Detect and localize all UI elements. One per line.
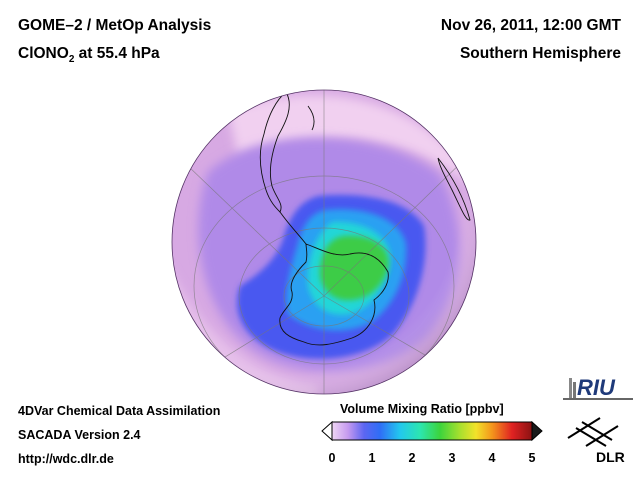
colorbar-tick-4: 4: [488, 451, 496, 465]
footer-assimilation: 4DVar Chemical Data Assimilation: [18, 404, 221, 418]
colorbar-tick-1: 1: [368, 451, 376, 465]
map-species-title: ClONO2 at 55.4 hPa: [18, 45, 160, 65]
footer-url: http://wdc.dlr.de: [18, 452, 114, 466]
pressure-level: at 55.4 hPa: [74, 45, 160, 62]
dlr-logo-text: DLR: [596, 449, 625, 465]
colorbar-low-arrow: [321, 420, 333, 442]
dlr-logo: DLR: [567, 417, 625, 465]
island-coast: [307, 105, 315, 131]
species-subscript: 2: [68, 54, 75, 66]
species-name: ClONO: [18, 45, 69, 62]
map-title: GOME–2 / MetOp Analysis: [18, 17, 212, 34]
antarctic-peninsula-coast: [279, 211, 307, 245]
coastlines: [259, 91, 471, 346]
dlr-logo-mark: [567, 417, 619, 447]
polar-globe-map: [171, 89, 477, 395]
colorbar-tick-5: 5: [528, 451, 536, 465]
map-date: Nov 26, 2011, 12:00 GMT: [440, 17, 621, 34]
footer-version: SACADA Version 2.4: [18, 428, 141, 442]
riu-logo-text: RIU: [577, 375, 616, 400]
riu-logo: RIU: [563, 375, 633, 400]
colorbar-tick-3: 3: [448, 451, 456, 465]
colorbar-gradient: [331, 421, 533, 441]
riu-logo-bar-1: [569, 378, 572, 398]
riu-logo-underline: [563, 398, 633, 400]
colorbar: [321, 420, 543, 442]
antarctica-coast: [279, 243, 389, 346]
africa-coast: [437, 157, 471, 221]
colorbar-title: Volume Mixing Ratio [ppbv]: [340, 402, 504, 416]
map-region: Southern Hemisphere: [459, 45, 621, 62]
colorbar-tick-0: 0: [328, 451, 336, 465]
riu-logo-bar-2: [573, 382, 576, 398]
colorbar-tick-2: 2: [408, 451, 416, 465]
globe-outline: [171, 89, 477, 395]
colorbar-high-arrow: [531, 420, 543, 442]
